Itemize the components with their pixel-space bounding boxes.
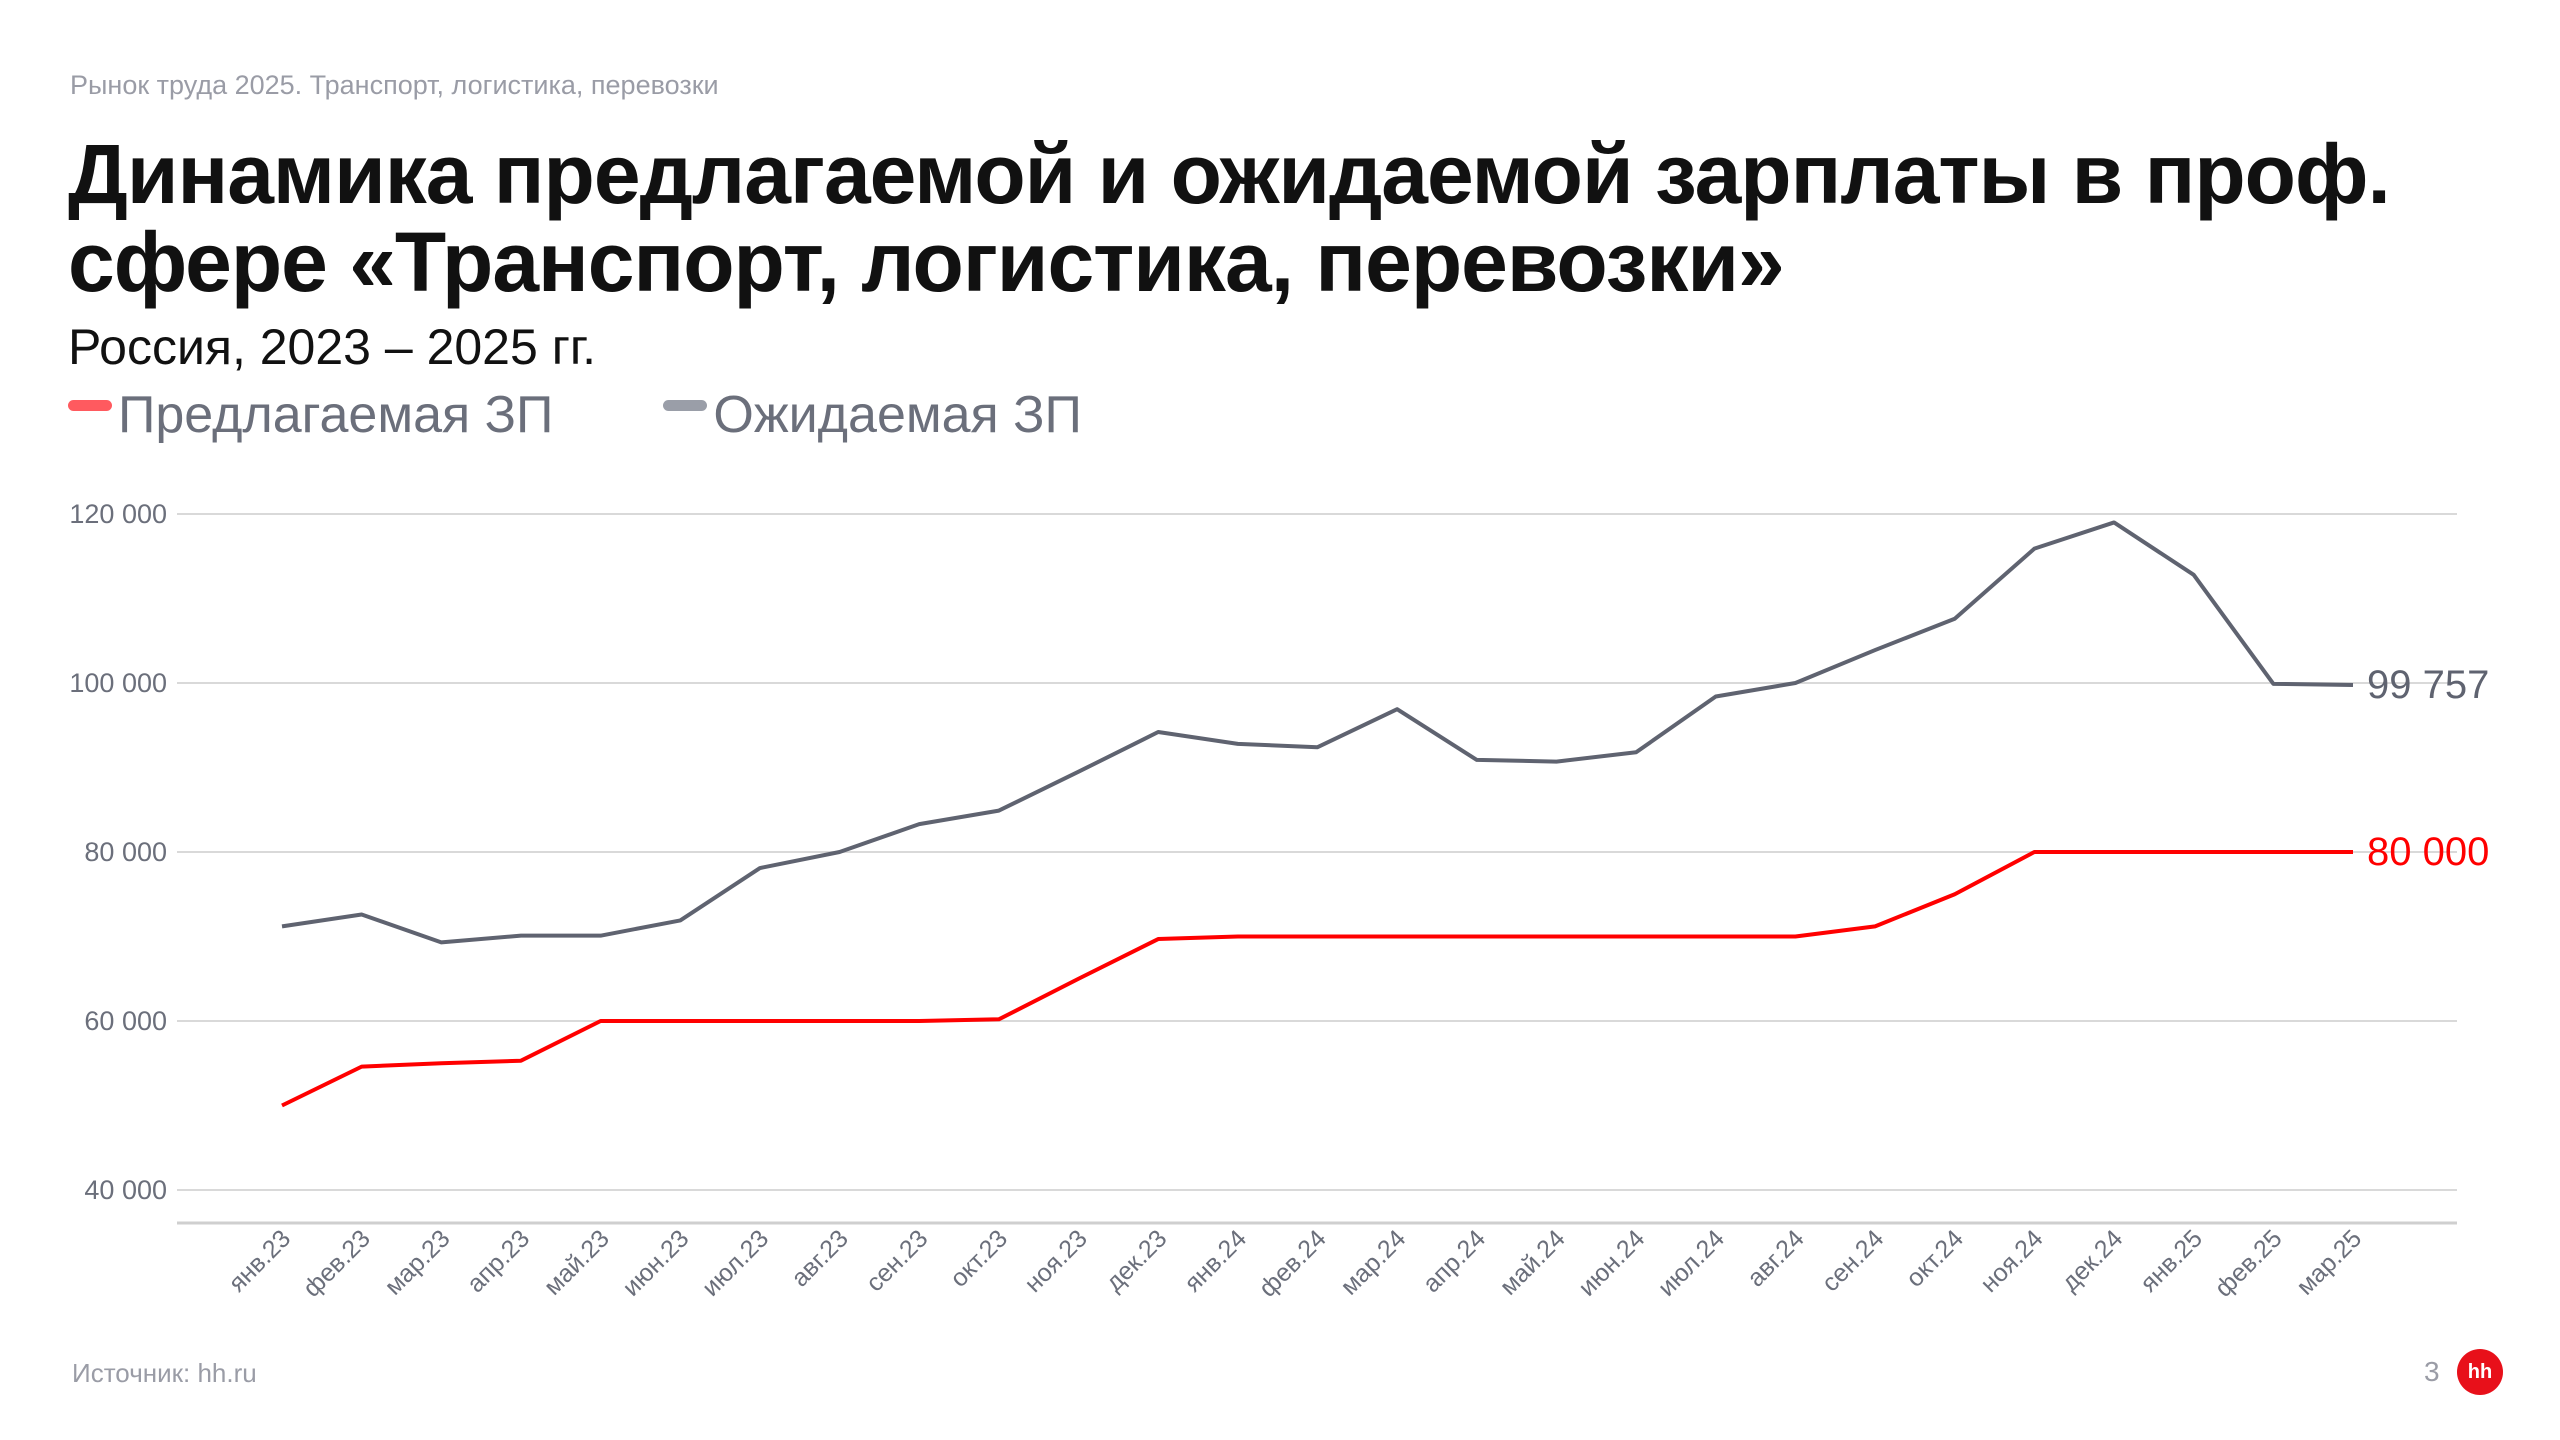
x-tick-label: ноя.23 xyxy=(1019,1224,1093,1298)
y-tick-label: 60 000 xyxy=(84,1006,167,1036)
x-tick-label: окт.23 xyxy=(945,1224,1013,1292)
x-tick-label: май.24 xyxy=(1494,1224,1570,1300)
end-value-label: 99 757 xyxy=(2367,663,2489,707)
x-tick-label: мар.24 xyxy=(1335,1224,1411,1300)
x-tick-label: окт.24 xyxy=(1901,1224,1969,1292)
y-tick-label: 80 000 xyxy=(84,837,167,867)
legend-label-expected: Ожидаемая ЗП xyxy=(713,386,1082,444)
x-tick-label: дек.23 xyxy=(1100,1224,1172,1296)
series-line-expected xyxy=(281,520,2354,945)
x-tick-label: июн.24 xyxy=(1573,1224,1650,1301)
x-tick-label: мар.23 xyxy=(379,1224,455,1300)
end-value-label: 80 000 xyxy=(2367,830,2489,874)
legend-label-offered: Предлагаемая ЗП xyxy=(118,386,554,444)
hh-logo: hh xyxy=(2457,1349,2503,1395)
x-tick-label: апр.24 xyxy=(1417,1224,1491,1298)
x-tick-label: янв.25 xyxy=(2135,1224,2208,1297)
legend-swatch-expected xyxy=(663,399,708,411)
x-tick-label: дек.24 xyxy=(2056,1224,2128,1296)
y-tick-label: 120 000 xyxy=(69,499,167,529)
x-tick-label: июл.23 xyxy=(697,1224,774,1301)
x-tick-label: фев.24 xyxy=(1254,1224,1332,1302)
chart-title: Динамика предлагаемой и ожидаемой зарпла… xyxy=(68,127,2391,309)
x-tick-label: сен.23 xyxy=(861,1224,934,1297)
x-tick-label: янв.24 xyxy=(1179,1224,1252,1297)
x-tick-label: май.23 xyxy=(539,1224,615,1300)
x-tick-label: фев.23 xyxy=(298,1224,376,1302)
y-tick-label: 100 000 xyxy=(69,668,167,698)
x-tick-label: авг.24 xyxy=(1742,1224,1810,1292)
x-tick-label: сен.24 xyxy=(1817,1224,1890,1297)
x-tick-label: мар.25 xyxy=(2291,1224,2367,1300)
report-kicker: Рынок труда 2025. Транспорт, логистика, … xyxy=(70,70,719,100)
legend-item-offered: Предлагаемая ЗП xyxy=(68,385,553,445)
x-tick-label: авг.23 xyxy=(786,1224,854,1292)
y-tick-label: 40 000 xyxy=(84,1175,167,1205)
x-tick-label: фев.25 xyxy=(2209,1224,2287,1302)
series-line-offered xyxy=(281,850,2353,1108)
x-tick-label: июн.23 xyxy=(617,1224,694,1301)
chart-subtitle: Россия, 2023 – 2025 гг. xyxy=(68,319,596,375)
x-tick-label: июл.24 xyxy=(1653,1224,1731,1302)
x-tick-label: янв.23 xyxy=(223,1224,296,1297)
page-number: 3 xyxy=(2424,1356,2440,1387)
legend-swatch-offered xyxy=(68,399,112,411)
legend: Предлагаемая ЗП Ожидаемая ЗП xyxy=(68,385,1082,445)
x-tick-label: апр.23 xyxy=(462,1224,536,1298)
source-note: Источник: hh.ru xyxy=(72,1358,257,1388)
legend-item-expected: Ожидаемая ЗП xyxy=(663,385,1082,445)
hh-logo-text: hh xyxy=(2467,1360,2493,1383)
x-tick-label: ноя.24 xyxy=(1975,1224,2049,1298)
